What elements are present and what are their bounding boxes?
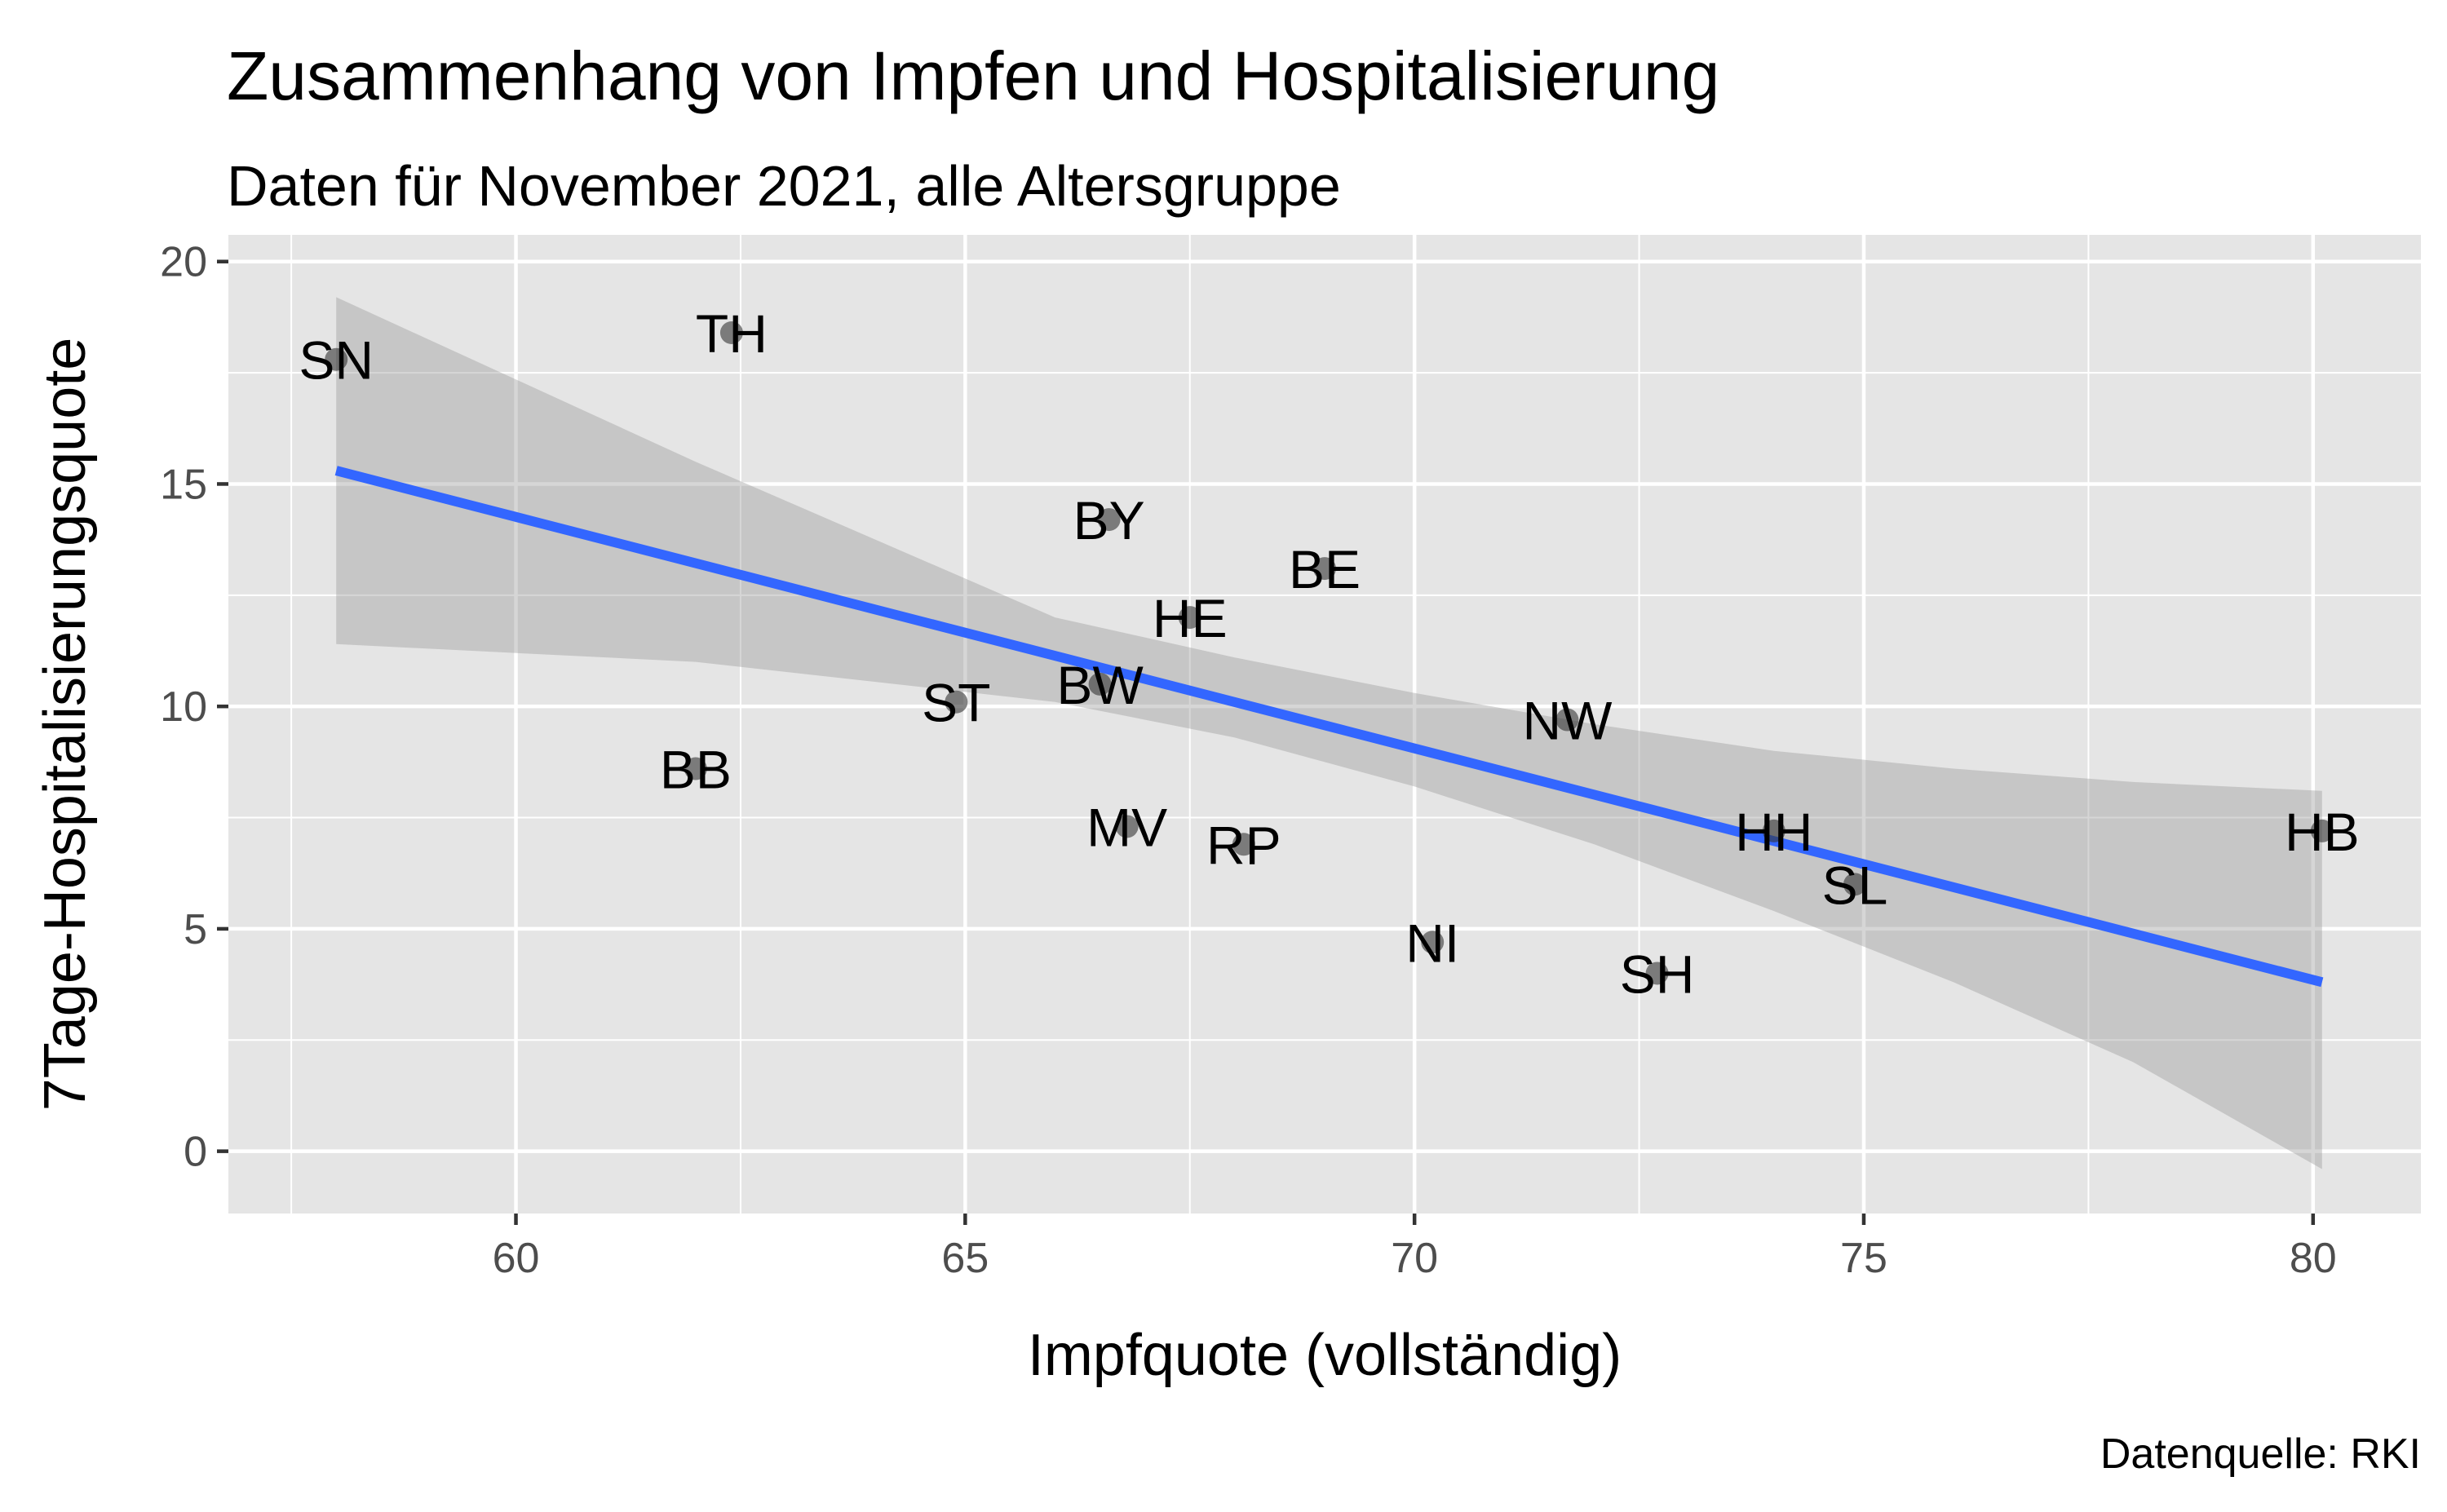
point-sh — [1645, 962, 1669, 985]
point-by — [1097, 508, 1121, 532]
point-ni — [1421, 931, 1445, 954]
point-label-st: ST — [922, 673, 990, 733]
point-label-bw: BW — [1056, 655, 1144, 715]
point-label-hb: HB — [2285, 802, 2360, 862]
point-label-th: TH — [696, 303, 768, 364]
x-axis: 60 65 70 75 80 — [493, 1214, 2337, 1282]
point-label-mv: MV — [1086, 797, 1167, 857]
point-label-rp: RP — [1206, 815, 1281, 875]
trend-line — [334, 466, 2324, 988]
point-label-nw: NW — [1522, 691, 1613, 751]
y-tick-label: 0 — [184, 1129, 207, 1176]
confidence-band — [336, 297, 2322, 1169]
point-label-sl: SL — [1822, 855, 1888, 915]
y-tick-label: 15 — [160, 461, 207, 508]
point-sn — [325, 347, 348, 371]
point-rp — [1232, 833, 1255, 856]
point-bb — [684, 757, 707, 780]
x-tick-label: 70 — [1391, 1235, 1438, 1282]
point-be — [1313, 557, 1336, 581]
point-nw — [1555, 708, 1579, 732]
y-axis-title: 7Tage-Hospitalisierungsquote — [33, 338, 98, 1112]
chart-subtitle: Daten für November 2021, alle Altersgrup… — [227, 154, 1341, 218]
x-tick-label: 75 — [1840, 1235, 1887, 1282]
point-label-bb: BB — [660, 740, 732, 800]
y-tick-label: 20 — [160, 239, 207, 286]
point-label-be: BE — [1289, 539, 1361, 599]
point-label-sh: SH — [1620, 944, 1695, 1004]
point-label-ni: NI — [1405, 913, 1459, 973]
data-points — [325, 321, 2334, 985]
x-tick-label: 80 — [2290, 1235, 2337, 1282]
grid-major — [228, 235, 2421, 1214]
x-tick-label: 65 — [941, 1235, 989, 1282]
point-label-hh: HH — [1735, 802, 1812, 862]
grid-minor — [228, 235, 2421, 1214]
point-he — [1178, 606, 1201, 630]
y-axis: 0 5 10 15 20 — [160, 239, 228, 1176]
y-tick-label: 5 — [184, 906, 207, 953]
point-bw — [1088, 672, 1112, 696]
point-hh — [1762, 819, 1785, 842]
chart-title: Zusammenhang von Impfen und Hospitalisie… — [227, 38, 1719, 114]
point-label-he: HE — [1153, 588, 1228, 648]
point-mv — [1115, 815, 1139, 838]
point-label-sn: SN — [299, 330, 374, 391]
point-th — [719, 321, 743, 344]
y-tick-label: 10 — [160, 683, 207, 731]
caption: Datenquelle: RKI — [2100, 1430, 2421, 1478]
point-st — [945, 690, 968, 714]
point-hb — [2310, 819, 2334, 842]
point-label-by: BY — [1073, 490, 1145, 550]
x-tick-label: 60 — [493, 1235, 540, 1282]
point-sl — [1843, 873, 1866, 896]
x-axis-title: Impfquote (vollständig) — [1028, 1323, 1622, 1388]
